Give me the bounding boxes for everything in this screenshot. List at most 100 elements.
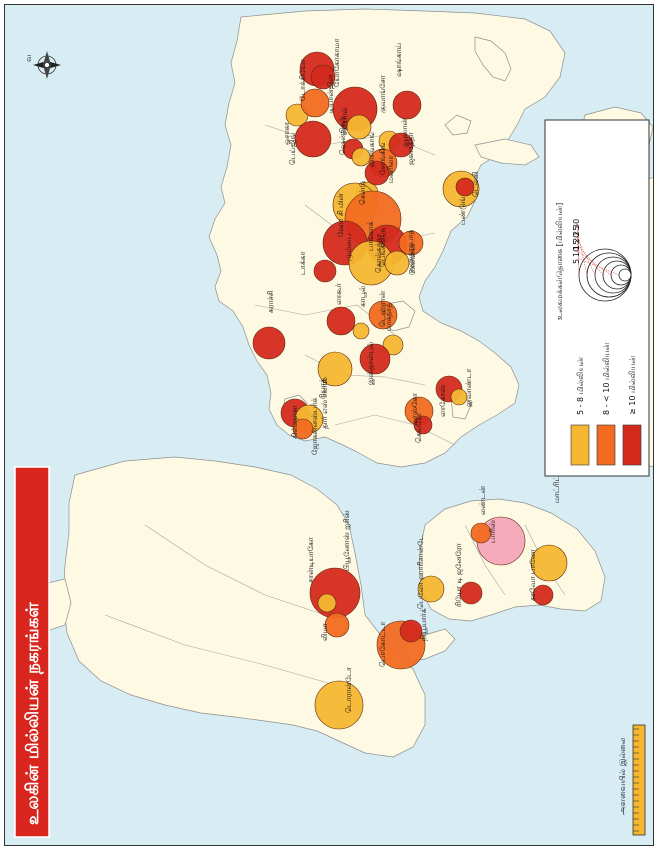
city-label: வூஹான் xyxy=(400,117,409,147)
city-symbol xyxy=(530,544,568,582)
size-key-value: 15 xyxy=(572,240,581,250)
city-symbol xyxy=(352,322,370,340)
city-symbol xyxy=(532,584,554,606)
city-symbol xyxy=(252,326,286,360)
city-symbol xyxy=(317,593,337,613)
city-symbol xyxy=(398,230,424,256)
city-symbol xyxy=(368,300,398,330)
city-symbol xyxy=(309,567,361,619)
city-label: ஷென்சென் xyxy=(338,116,347,155)
city-label: பாரிஸ் xyxy=(488,519,497,543)
city-label: டியான்ஜின் xyxy=(326,74,336,113)
size-key-value: 30 xyxy=(572,219,581,229)
size-key-value: 25 xyxy=(572,226,581,236)
city-symbol xyxy=(388,132,414,158)
city-label: டொரான்டோ xyxy=(344,666,353,713)
size-key-value: 5 xyxy=(572,259,581,264)
world-map: உலகின் மில்லியன் நகரங்கள் வ டோக்கியோ யோகோ… xyxy=(5,5,653,845)
city-symbol xyxy=(326,306,356,336)
city-label: ஹாங்காங் xyxy=(367,132,376,167)
city-label: பெய்ஜிங் xyxy=(288,133,298,165)
city-symbol xyxy=(417,575,445,603)
city-symbol xyxy=(351,147,371,167)
size-key-leader xyxy=(576,236,596,276)
city-symbol xyxy=(292,418,314,440)
city-label: லாகூர் xyxy=(334,282,343,305)
city-label: மும்பை xyxy=(344,234,354,261)
city-label: டெஹ்ரான் xyxy=(378,290,387,327)
size-key-value: 10 xyxy=(572,247,581,257)
city-label: மணிலா xyxy=(386,155,395,183)
city-label: பொகோட்டா xyxy=(378,621,387,667)
size-key-value: 20 xyxy=(572,233,581,243)
size-key-leader xyxy=(576,250,612,276)
city-label: லாகோஸ் xyxy=(438,384,447,417)
map-title: உலகின் மில்லியன் நகரங்கள் xyxy=(23,602,43,825)
city-label: லிமா xyxy=(320,622,329,641)
cities-layer: டோக்கியோ யோகோகாமா ஒசாகா சியோல் பெய்ஜிங் டியான… xyxy=(252,38,568,730)
city-label: சான்டியாகோ xyxy=(306,536,315,583)
city-label: பெலோ ஹாரிசான்டே xyxy=(416,534,425,609)
city-symbol xyxy=(392,90,422,120)
scale-label: அளவையில் இல்லை xyxy=(618,737,628,815)
city-label: ஹோ சி மின் xyxy=(336,193,345,237)
city-label: டெல்லி xyxy=(471,171,480,197)
city-label: சோங்கிங் xyxy=(378,142,387,175)
city-label: ரியாத் xyxy=(318,378,327,399)
city-symbol xyxy=(310,64,336,90)
city-symbol xyxy=(314,680,364,730)
size-key-leader xyxy=(576,222,580,276)
size-key-leader xyxy=(576,257,620,276)
city-label: கொல்கத்தா xyxy=(374,233,383,273)
city-label: பாங்காக் xyxy=(366,221,375,251)
city-label: ஹைதராபாத் xyxy=(406,230,415,273)
city-label: சென்டு xyxy=(358,181,367,205)
city-label: பாக்தாத் xyxy=(384,303,393,331)
city-label: ஷாங்காய் xyxy=(394,42,403,77)
class-swatch xyxy=(596,424,616,466)
north-label: வ xyxy=(24,54,33,62)
city-label: சியோல் xyxy=(340,106,349,135)
city-symbol xyxy=(450,388,468,406)
city-symbol xyxy=(455,177,475,197)
city-symbol xyxy=(359,343,391,375)
city-label: பண்டுங் xyxy=(458,196,467,225)
city-label: மாஸ்கோ xyxy=(410,392,419,425)
class-key: 5 - 8 மில்லியன் 8 - < 10 மில்லியன் ≥ 10 மி… xyxy=(570,342,642,466)
size-key-leader xyxy=(576,229,588,276)
city-label: லுவாண்டா xyxy=(464,368,474,407)
class-swatch xyxy=(622,424,642,466)
city-label: மாட்ரிட் xyxy=(552,475,561,503)
city-symbol xyxy=(313,259,337,283)
city-label: லண்டன் xyxy=(478,485,487,515)
map-frame: உலகின் மில்லியன் நகரங்கள் வ டோக்கியோ யோகோ… xyxy=(4,4,654,846)
city-symbol xyxy=(317,351,353,387)
city-label: பியூனோஸ் ஐரிஸ் xyxy=(342,509,351,571)
city-label: ஒசாகா xyxy=(282,121,291,145)
city-label: டாக்கா xyxy=(298,251,307,275)
city-label: நியூயார்க் xyxy=(419,608,428,641)
city-label: ஜோகன்னஸ்பர்க் xyxy=(310,398,320,455)
city-symbol xyxy=(300,88,330,118)
city-label: கின்ஷாசா xyxy=(290,404,299,439)
title-band xyxy=(14,466,50,838)
north-arrow-icon xyxy=(33,51,61,79)
city-symbol xyxy=(413,415,433,435)
city-label: டோக்கியோ xyxy=(298,58,307,101)
size-key-leader xyxy=(576,243,604,276)
city-symbol xyxy=(470,522,492,544)
city-symbol xyxy=(382,334,404,356)
city-symbol xyxy=(384,250,410,276)
legend-size-title: உலகமக்கள்தொகை [மில்லியன்] xyxy=(555,203,564,320)
city-label: ரியோ டி ஜனேரோ xyxy=(454,542,464,607)
city-label: தார் எஸ் சலாம் xyxy=(320,377,329,429)
city-label: குவாங்சோ xyxy=(378,74,388,113)
scale-bar: அளவையில் இல்லை xyxy=(618,724,646,836)
city-symbol xyxy=(399,619,423,643)
city-symbol xyxy=(364,160,390,186)
class-swatch-label: 8 - < 10 மில்லியன் xyxy=(602,342,611,415)
class-swatch-label: ≥ 10 மில்லியன் xyxy=(628,356,637,415)
city-label: இஸ்தான்புல் xyxy=(366,341,376,385)
